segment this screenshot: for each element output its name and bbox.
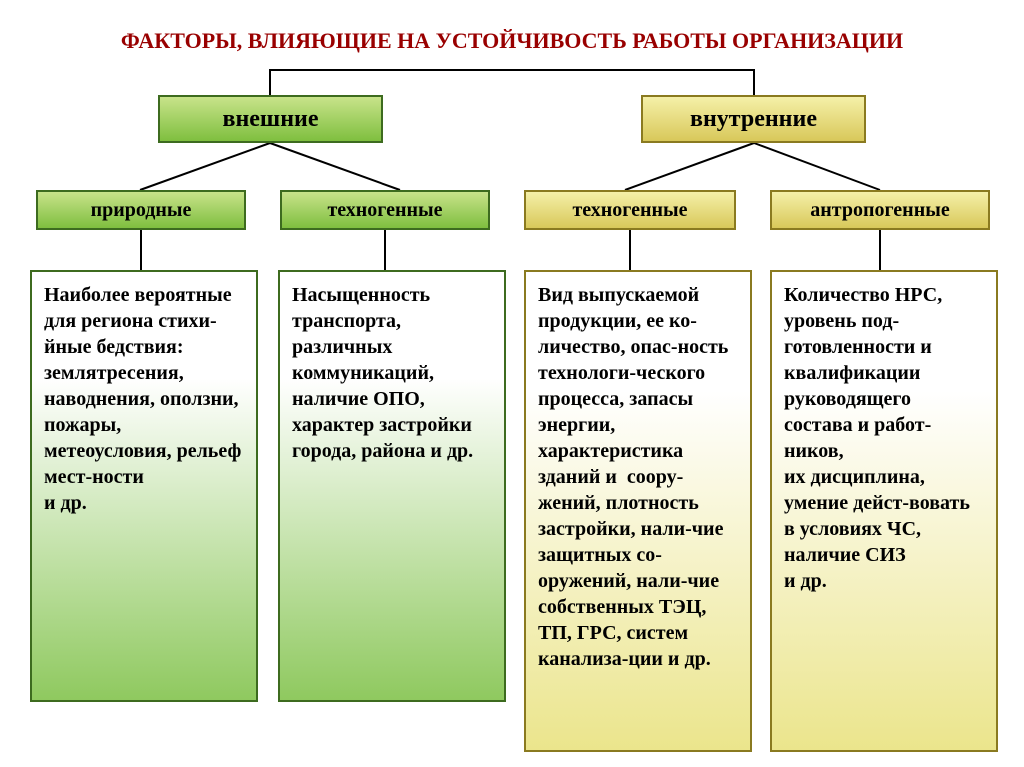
level1-internal: внутренние [641, 95, 866, 143]
detail-box-2: Вид выпускаемой продукции, ее ко-личеств… [524, 270, 752, 752]
top-bracket [270, 70, 754, 95]
detail-box-3: Количество НРС, уровень под-готовленност… [770, 270, 998, 752]
level2-box-3: антропогенные [770, 190, 990, 230]
level2-box-2: техногенные [524, 190, 736, 230]
detail-box-0: Наиболее вероятные для региона стихи-йны… [30, 270, 258, 702]
level2-box-0: природные [36, 190, 246, 230]
level2-box-1: техногенные [280, 190, 490, 230]
level1-external: внешние [158, 95, 383, 143]
diagram-title: ФАКТОРЫ, ВЛИЯЮЩИЕ НА УСТОЙЧИВОСТЬ РАБОТЫ… [0, 28, 1024, 54]
detail-box-1: Насыщенность транспорта, различных комму… [278, 270, 506, 702]
